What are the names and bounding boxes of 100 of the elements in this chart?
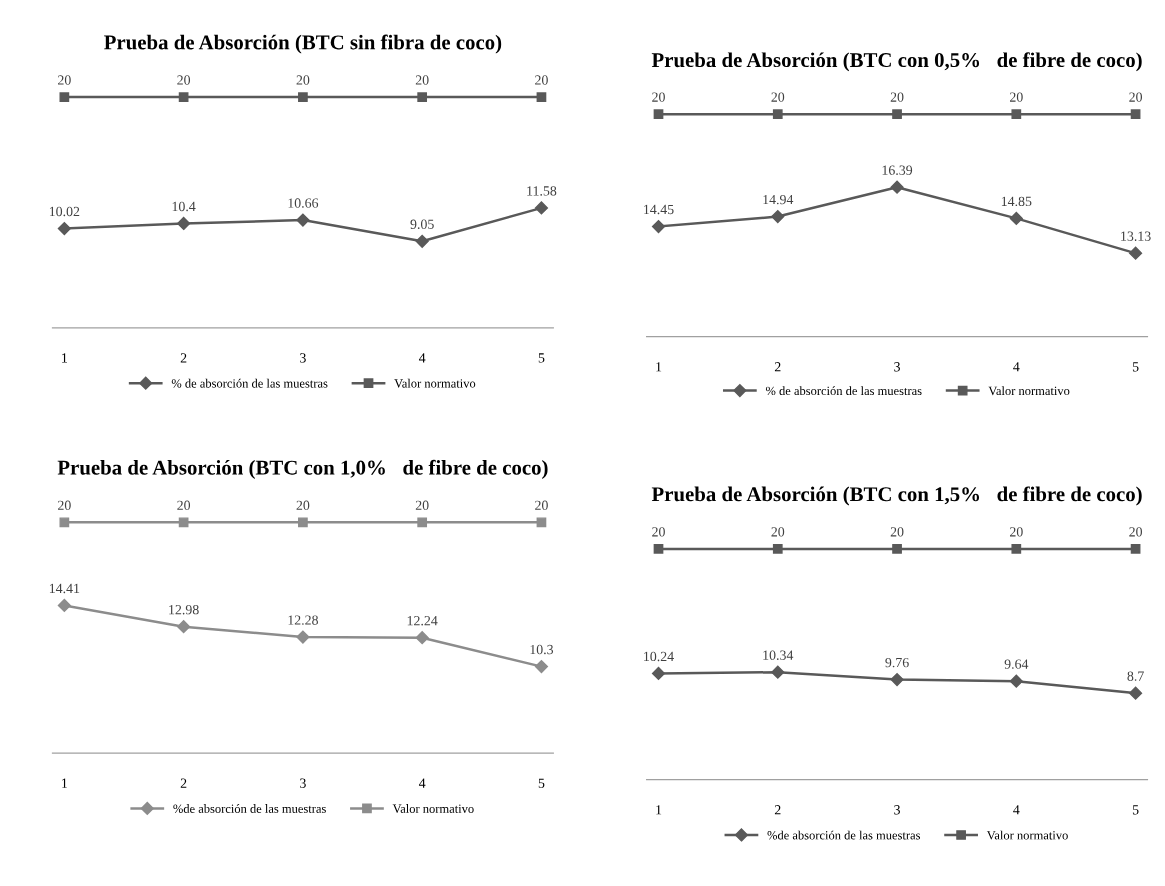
x-tick-label: 5 xyxy=(1132,805,1139,815)
chart-title: Prueba de Absorción (BTC con 0,5% de fibre de coco) xyxy=(651,52,1142,72)
data-label: 20 xyxy=(177,500,191,510)
legend-label: % de absorción de las muestras xyxy=(765,386,922,396)
point xyxy=(57,598,71,613)
point xyxy=(892,544,902,554)
x-tick-label: 1 xyxy=(62,353,67,363)
data-label: 11.58 xyxy=(527,186,557,196)
point xyxy=(1130,544,1141,554)
chart-title: Prueba de Absorción (BTC sin fibra de coco) xyxy=(104,34,502,54)
data-label: 20 xyxy=(1009,92,1023,102)
point xyxy=(1129,246,1143,260)
point xyxy=(59,517,70,528)
x-tick-label: 3 xyxy=(300,353,306,363)
point xyxy=(651,219,666,234)
point xyxy=(890,673,904,687)
point xyxy=(298,517,308,528)
legend-label: Valor normativo xyxy=(394,378,476,388)
point xyxy=(651,666,666,681)
data-label: 12.98 xyxy=(169,604,199,615)
data-label: 10.24 xyxy=(644,651,674,662)
point xyxy=(653,109,664,120)
legend-label: Valor normativo xyxy=(986,830,1068,840)
data-label: 12.24 xyxy=(407,616,438,626)
data-label: 20 xyxy=(890,527,904,537)
point xyxy=(890,180,904,194)
data-label: 9.64 xyxy=(1004,659,1029,669)
x-tick-label: 4 xyxy=(418,353,426,363)
point xyxy=(178,92,189,102)
x-tick-label: 1 xyxy=(656,805,662,815)
data-label: 14.94 xyxy=(763,194,794,205)
data-label: 10.66 xyxy=(288,198,319,208)
x-tick-label: 5 xyxy=(1132,362,1139,372)
data-label: 20 xyxy=(890,92,904,102)
point xyxy=(536,517,547,528)
x-tick-label: 2 xyxy=(774,362,781,372)
x-tick-label: 3 xyxy=(300,778,306,788)
data-label: 20 xyxy=(177,75,191,85)
data-label: 20 xyxy=(58,75,71,85)
data-label: 20 xyxy=(771,527,785,537)
point xyxy=(653,544,664,554)
x-tick-label: 4 xyxy=(1013,805,1020,815)
data-label: 10.3 xyxy=(530,644,554,655)
point xyxy=(296,630,310,644)
data-label: 14.41 xyxy=(49,583,80,594)
data-label: 20 xyxy=(652,92,665,102)
data-label: 20 xyxy=(535,500,548,510)
data-label: 14.85 xyxy=(1001,196,1032,207)
x-tick-label: 1 xyxy=(656,362,662,372)
point xyxy=(534,201,549,215)
x-tick-label: 3 xyxy=(894,805,900,815)
x-tick-label: 2 xyxy=(180,778,187,788)
data-label: 20 xyxy=(415,500,429,510)
data-label: 13.13 xyxy=(1121,231,1151,241)
point xyxy=(1009,211,1023,225)
data-label: 20 xyxy=(296,75,310,85)
data-label: 20 xyxy=(415,75,429,85)
x-tick-label: 2 xyxy=(774,805,781,815)
legend-label: %de absorción de las muestras xyxy=(767,830,921,840)
point xyxy=(1129,686,1143,700)
point xyxy=(57,221,71,236)
data-label: 10.34 xyxy=(763,650,794,660)
data-label: 20 xyxy=(1009,527,1023,537)
data-label: 10.02 xyxy=(49,206,80,217)
data-label: 20 xyxy=(1129,527,1143,537)
data-label: 12.28 xyxy=(288,615,318,625)
x-tick-label: 2 xyxy=(180,353,187,363)
point xyxy=(415,234,429,248)
point xyxy=(415,631,429,645)
point xyxy=(178,517,189,528)
point xyxy=(772,109,783,120)
x-tick-label: 5 xyxy=(538,778,545,788)
data-label: 10.4 xyxy=(172,201,196,212)
point xyxy=(772,544,783,554)
point xyxy=(892,109,902,120)
data-label: 20 xyxy=(296,500,310,510)
data-label: 20 xyxy=(535,75,548,85)
point xyxy=(417,517,428,528)
data-label: 20 xyxy=(58,500,71,510)
legend-label: % de absorción de las muestras xyxy=(171,378,328,388)
point xyxy=(177,216,191,231)
point xyxy=(1011,544,1022,554)
point xyxy=(177,620,191,634)
data-label: 20 xyxy=(652,527,665,537)
data-label: 20 xyxy=(771,92,785,102)
legend-label: %de absorción de las muestras xyxy=(173,804,326,813)
point xyxy=(771,209,785,224)
legend-label: Valor normativo xyxy=(988,386,1070,396)
legend-label: Valor normativo xyxy=(392,804,474,813)
point xyxy=(771,665,785,679)
point xyxy=(536,92,547,102)
point xyxy=(59,92,70,102)
point xyxy=(298,92,308,102)
x-tick-label: 4 xyxy=(418,778,426,788)
point xyxy=(1130,109,1141,120)
x-tick-label: 4 xyxy=(1013,362,1020,372)
point xyxy=(296,213,310,227)
x-tick-label: 1 xyxy=(62,778,67,788)
data-label: 9.05 xyxy=(410,219,434,229)
chart-title: Prueba de Absorción (BTC con 1,0% de fibre de coco) xyxy=(57,459,548,479)
